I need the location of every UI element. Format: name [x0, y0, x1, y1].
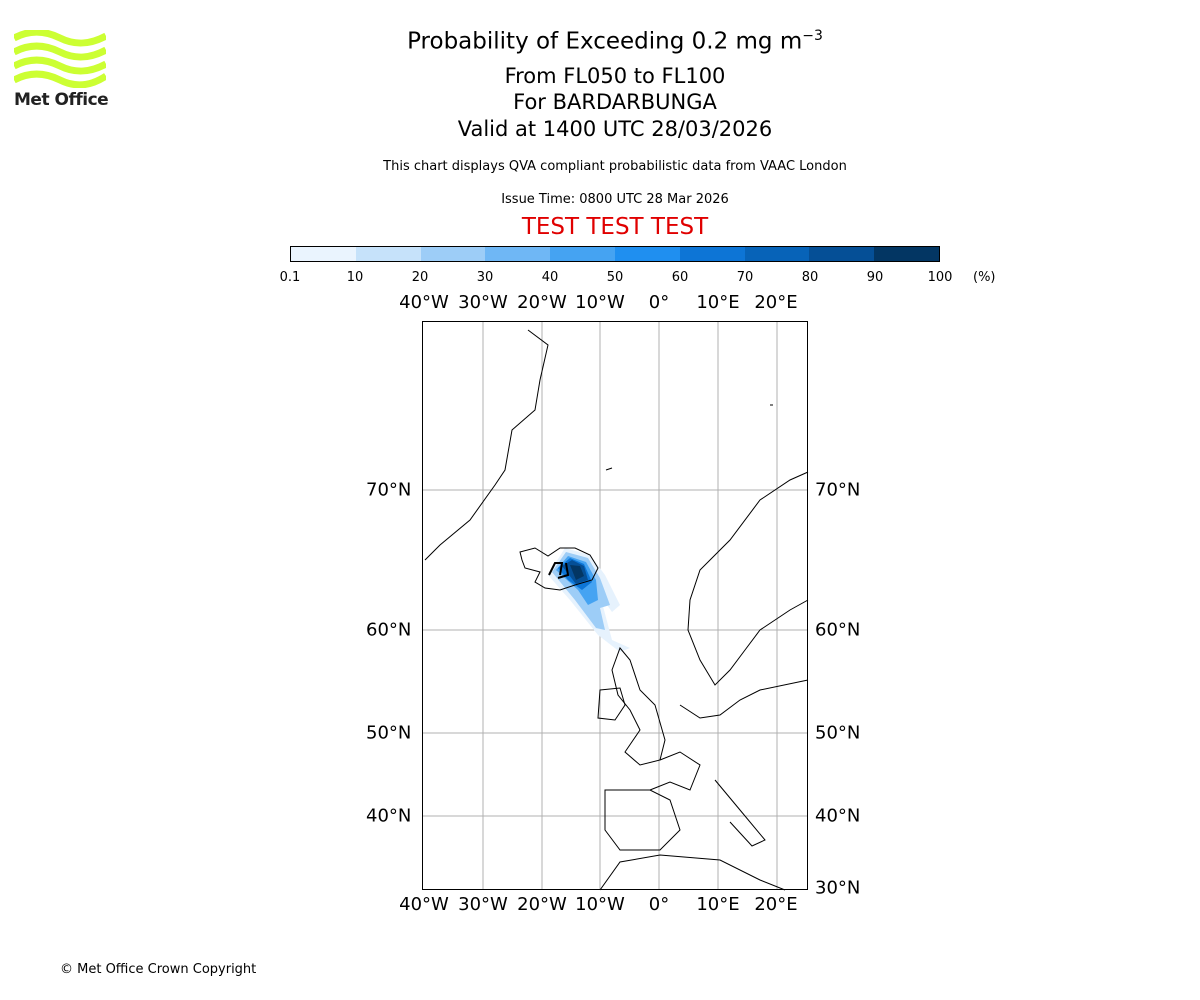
- lon-label-bottom: 20°E: [754, 894, 798, 915]
- colorbar-segment: [744, 247, 810, 261]
- colorbar-segment: [679, 247, 745, 261]
- colorbar-tick-label: 100: [927, 270, 953, 285]
- lon-label-bottom: 10°E: [696, 894, 740, 915]
- lat-label-right: 60°N: [815, 619, 861, 641]
- colorbar-tick-label: 30: [476, 270, 494, 285]
- colorbar-tick-label: 80: [801, 270, 819, 285]
- test-banner: TEST TEST TEST: [521, 214, 709, 240]
- coastlines: [424, 329, 809, 891]
- lat-label-left: 70°N: [366, 479, 412, 501]
- colorbar-tick-label: 10: [346, 270, 364, 285]
- lon-label-top: 20°E: [754, 292, 798, 313]
- colorbar-segment: [420, 247, 486, 261]
- lon-label-bottom: 0°: [648, 894, 670, 915]
- lat-label-right: 40°N: [815, 805, 861, 827]
- lon-label-bottom: 20°W: [517, 894, 567, 915]
- lon-label-top: 0°: [648, 292, 670, 313]
- lon-label-top: 20°W: [517, 292, 567, 313]
- map-frame: [422, 321, 808, 890]
- colorbar-segment: [291, 247, 356, 261]
- graticule: [422, 321, 808, 890]
- colorbar-segment: [355, 247, 421, 261]
- lat-label-right: 70°N: [815, 479, 861, 501]
- lon-label-bottom: 10°W: [575, 894, 625, 915]
- colorbar-segment: [809, 247, 875, 261]
- volcano-name: For BARDARBUNGA: [513, 90, 717, 114]
- logo-text: Met Office: [14, 90, 109, 110]
- lon-label-top: 30°W: [458, 292, 508, 313]
- colorbar-unit: (%): [973, 270, 996, 285]
- subtitle: This chart displays QVA compliant probab…: [383, 159, 847, 174]
- chart-title: Probability of Exceeding 0.2 mg m−3: [0, 28, 1200, 55]
- colorbar-tick-label: 0.1: [279, 270, 301, 285]
- colorbar-segment: [614, 247, 680, 261]
- title-superscript: −3: [802, 28, 823, 44]
- met-office-waves-icon: [12, 28, 108, 89]
- issue-time: Issue Time: 0800 UTC 28 Mar 2026: [501, 192, 729, 207]
- colorbar: [290, 246, 940, 262]
- lon-label-top: 40°W: [399, 292, 449, 313]
- colorbar-tick-label: 60: [671, 270, 689, 285]
- valid-time: Valid at 1400 UTC 28/03/2026: [457, 117, 773, 141]
- met-office-logo: [12, 28, 108, 110]
- colorbar-tick-label: 50: [606, 270, 624, 285]
- colorbar-tick-label: 40: [541, 270, 559, 285]
- map: [422, 321, 809, 891]
- flight-levels: From FL050 to FL100: [504, 64, 726, 88]
- lon-label-top: 10°W: [575, 292, 625, 313]
- lat-label-right: 30°N: [815, 877, 861, 899]
- lon-label-bottom: 40°W: [399, 894, 449, 915]
- lat-label-left: 50°N: [366, 722, 412, 744]
- colorbar-segment: [874, 247, 939, 261]
- colorbar-segment: [485, 247, 551, 261]
- title-text: Probability of Exceeding 0.2 mg m: [407, 28, 803, 55]
- colorbar-tick-label: 90: [866, 270, 884, 285]
- colorbar-tick-label: 70: [736, 270, 754, 285]
- lat-label-right: 50°N: [815, 722, 861, 744]
- colorbar-segment: [550, 247, 615, 261]
- colorbar-tick-label: 20: [411, 270, 429, 285]
- lat-label-left: 40°N: [366, 805, 412, 827]
- copyright-footer: © Met Office Crown Copyright: [60, 962, 257, 977]
- lon-label-bottom: 30°W: [458, 894, 508, 915]
- lat-label-left: 60°N: [366, 619, 412, 641]
- lon-label-top: 10°E: [696, 292, 740, 313]
